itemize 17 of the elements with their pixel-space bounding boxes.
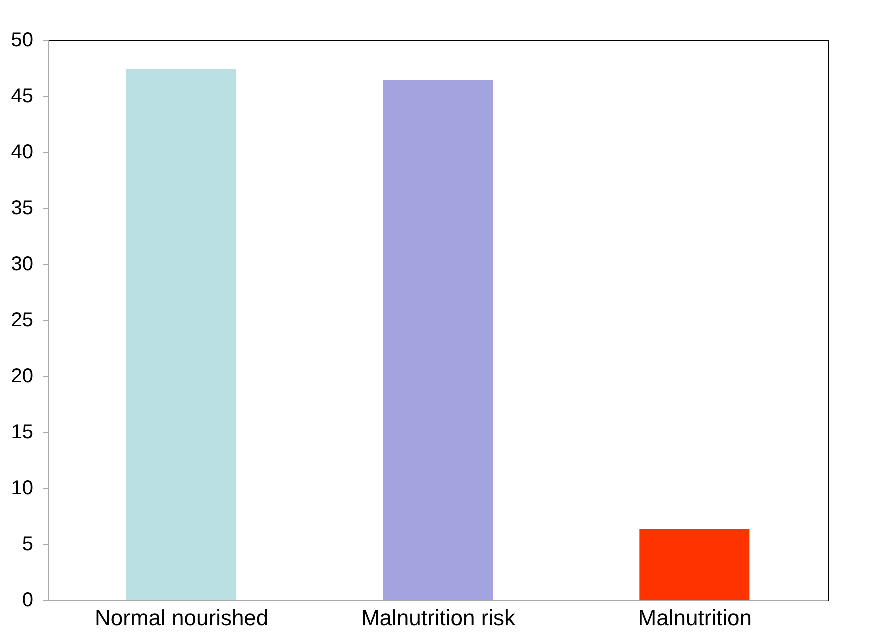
x-tick-label: Malnutrition (638, 606, 752, 630)
y-tick-label: 5 (22, 534, 34, 556)
y-tick-label: 20 (11, 366, 34, 388)
x-tick-label: Malnutrition risk (361, 606, 517, 630)
y-tick-label: 45 (11, 86, 34, 108)
bar (640, 529, 750, 600)
bar (126, 69, 236, 600)
y-tick-label: 0 (22, 590, 34, 612)
y-tick-label: 40 (11, 142, 34, 164)
y-tick-label: 30 (11, 254, 34, 276)
y-tick-label: 25 (11, 310, 34, 332)
x-tick-label: Normal nourished (95, 606, 269, 630)
y-tick-label: 50 (11, 30, 34, 52)
y-tick-label: 35 (11, 198, 34, 220)
y-tick-label: 15 (11, 422, 34, 444)
bar (383, 80, 493, 600)
y-tick-label: 10 (11, 478, 34, 500)
